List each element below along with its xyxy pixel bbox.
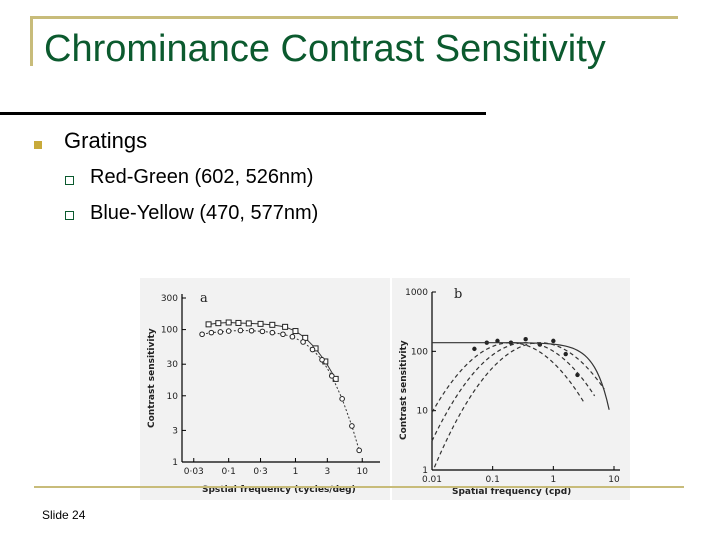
chart-a-panel-label: a: [200, 291, 208, 306]
chart-a-point-square: [282, 323, 289, 330]
chart-a-y-tick-label: 10: [167, 392, 179, 402]
chart-a-point-square: [292, 328, 299, 335]
chart-b-x-tick-label: 0.1: [486, 475, 500, 485]
chart-b-model-curve: [431, 342, 596, 442]
chart-b-x-tick-label: 0.01: [422, 475, 442, 485]
chart-a-x-tick-label: 0·3: [253, 467, 267, 477]
chart-a-point-circle: [199, 331, 205, 338]
chart-a-point-circle: [356, 447, 362, 454]
chart-a-point-square: [215, 320, 222, 327]
chart-a-y-tick-label: 30: [167, 360, 179, 370]
chart-a-x-tick-label: 1: [293, 467, 299, 477]
chart-a: a Spstial frequency (cycles/deg) Contras…: [140, 278, 390, 500]
chart-b-model-curve: [433, 342, 605, 468]
chart-a-point-circle: [309, 346, 316, 353]
chart-a-point-square: [269, 321, 276, 328]
chart-a-xlabel: Spstial frequency (cycles/deg): [202, 485, 356, 495]
chart-a-point-circle: [259, 328, 266, 335]
chart-a-point-circle: [208, 329, 215, 336]
chart-a-point-circle: [248, 327, 255, 334]
chart-b-ylabel: Contrast sensitivity: [399, 340, 409, 440]
chart-b-y-tick-label: 100: [411, 347, 428, 357]
frame-left: [30, 16, 33, 66]
sub-bullet-blue-yellow: Blue-Yellow (470, 577nm): [90, 202, 319, 224]
chart-a-ylabel: Contrast sensitivity: [147, 328, 157, 428]
chart-a-x-tick-label: 0·1: [222, 467, 236, 477]
chart-a-point-circle: [349, 423, 355, 429]
chart-a-point-circle: [269, 329, 276, 336]
chart-b-point-dot: [551, 338, 556, 344]
chart-a-point-circle: [289, 333, 296, 340]
chart-a-y-tick-label: 3: [172, 426, 178, 436]
chart-b-y-tick-label: 1000: [405, 288, 428, 298]
title-rule: [0, 112, 486, 115]
chart-a-x-tick-label: 10: [357, 467, 369, 477]
sub-bullet-marker-1: [65, 176, 74, 185]
chart-b-panel-label: b: [454, 287, 462, 302]
chart-b-model-curve: [431, 342, 610, 410]
frame-top: [30, 16, 678, 19]
chart-a-point-square: [245, 320, 252, 327]
chart-b-x-tick-label: 10: [608, 475, 620, 485]
chart-a-point-circle: [339, 396, 345, 402]
chart-a-point-square: [225, 319, 232, 326]
chart-b-x-tick-label: 1: [550, 475, 556, 485]
sub-bullet-marker-2: [65, 211, 74, 220]
chart-b-point-dot: [472, 346, 477, 352]
chart-a-point-circle: [319, 356, 325, 363]
chart-b-xlabel: Spatial frequency (cpd): [452, 487, 571, 497]
chart-b-y-tick-label: 1: [422, 466, 428, 476]
chart-a-y-tick-label: 300: [161, 294, 178, 304]
sub-bullet-red-green: Red-Green (602, 526nm): [90, 166, 314, 188]
slide-number: Slide 24: [42, 508, 86, 522]
chart-a-point-circle: [225, 328, 232, 334]
chart-a-y-tick-label: 1: [172, 458, 178, 468]
chart-a-y-tick-label: 100: [161, 326, 178, 336]
chart-a-point-square: [257, 320, 264, 327]
chart-b: b Spatial frequency (cpd) Contrast sensi…: [392, 278, 630, 500]
bullet-gratings: Gratings: [64, 128, 148, 153]
chart-a-point-circle: [217, 329, 224, 335]
footer-line: [34, 486, 684, 488]
chart-a-point-circle: [237, 327, 244, 334]
chart-a-point-circle: [300, 339, 306, 345]
chart-b-point-dot: [523, 337, 528, 342]
chart-a-point-square: [332, 375, 339, 382]
chart-a-point-square: [205, 321, 212, 328]
chart-b-y-tick-label: 10: [417, 407, 429, 417]
chart-b-point-dot: [495, 338, 500, 344]
bullet-marker: [34, 141, 42, 149]
chart-a-x-tick-label: 0·03: [184, 467, 204, 477]
chart-a-point-circle: [280, 331, 286, 338]
chart-a-x-tick-label: 3: [324, 467, 330, 477]
chart-a-point-circle: [328, 373, 335, 379]
slide-title: Chrominance Contrast Sensitivity: [44, 28, 606, 70]
chart-a-point-square: [235, 319, 242, 326]
chart-b-point-dot: [563, 351, 568, 357]
